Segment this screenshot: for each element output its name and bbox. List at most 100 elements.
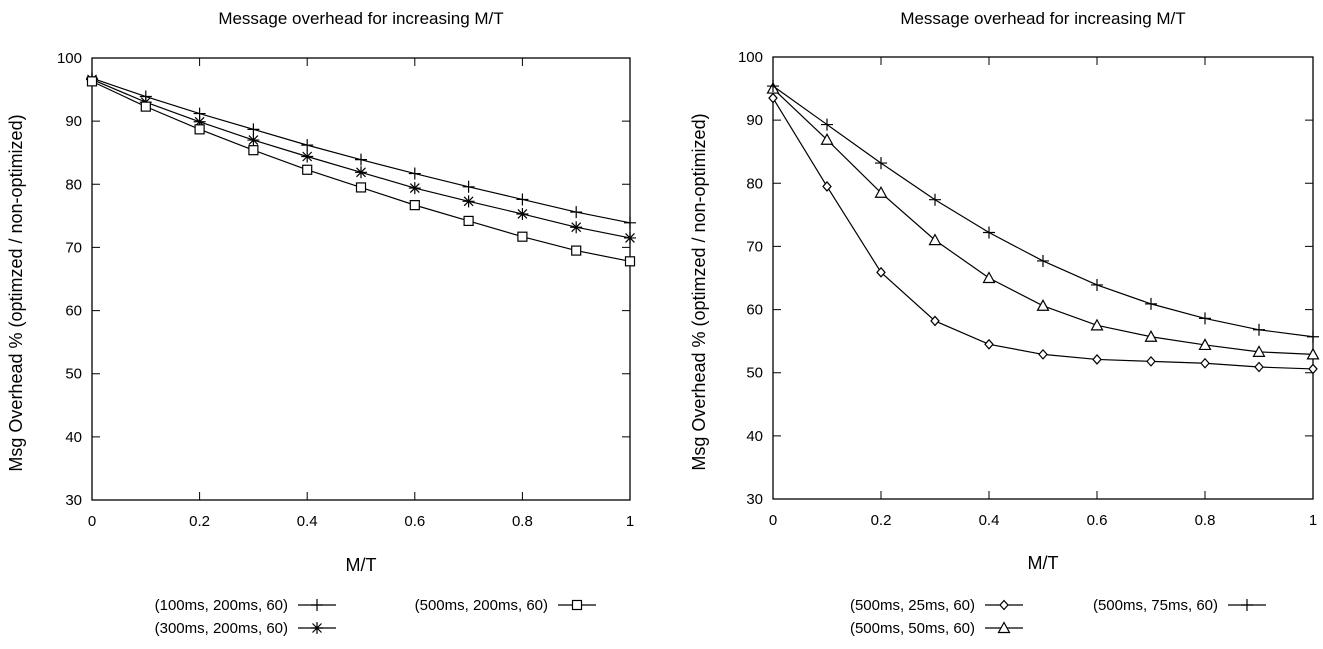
y-tick-label: 100 bbox=[738, 49, 763, 66]
data-point bbox=[1036, 299, 1050, 311]
y-tick-label: 60 bbox=[746, 302, 763, 319]
x-tick-label: 0.8 bbox=[512, 513, 533, 530]
legend-label: (500ms, 25ms, 60) bbox=[850, 597, 975, 614]
legend-marker bbox=[571, 599, 583, 611]
data-point bbox=[463, 215, 474, 227]
data-point bbox=[1253, 323, 1265, 336]
data-point bbox=[1199, 312, 1211, 325]
legend-entry: (500ms, 25ms, 60) bbox=[850, 597, 1023, 614]
y-axis-label: Msg Overhead % (optimzed / non-optimized… bbox=[689, 113, 709, 470]
data-point bbox=[1038, 348, 1048, 360]
data-point bbox=[355, 166, 367, 179]
y-tick-label: 40 bbox=[65, 429, 82, 446]
y-tick-label: 90 bbox=[65, 113, 82, 130]
data-point bbox=[874, 186, 888, 198]
legend-marker bbox=[311, 599, 323, 611]
legend-entry: (500ms, 50ms, 60) bbox=[850, 620, 1023, 637]
legend-entry: (100ms, 200ms, 60) bbox=[155, 597, 336, 614]
data-point bbox=[1146, 355, 1156, 367]
data-point bbox=[1091, 278, 1103, 291]
data-point bbox=[301, 139, 314, 152]
data-point bbox=[1090, 318, 1104, 331]
data-point bbox=[571, 245, 582, 256]
x-axis-label: M/T bbox=[346, 555, 377, 575]
series-line bbox=[772, 97, 1314, 370]
data-point bbox=[1254, 361, 1264, 373]
chart-title: Message overhead for increasing M/T bbox=[218, 9, 503, 28]
legend-marker bbox=[997, 621, 1011, 634]
series-line bbox=[91, 77, 631, 224]
data-point bbox=[302, 164, 313, 175]
series-1 bbox=[86, 72, 636, 229]
data-point bbox=[1308, 363, 1318, 375]
data-point bbox=[930, 315, 940, 327]
series-3 bbox=[767, 80, 1319, 343]
data-point bbox=[820, 132, 834, 145]
legend-marker bbox=[311, 622, 323, 634]
data-point bbox=[767, 80, 779, 93]
series-3 bbox=[86, 76, 636, 267]
x-tick-label: 0 bbox=[769, 512, 777, 529]
data-point bbox=[140, 101, 151, 112]
x-axis-label: M/T bbox=[1028, 553, 1059, 573]
data-point bbox=[928, 233, 942, 246]
legend-marker bbox=[1241, 599, 1253, 611]
legend-entry: (500ms, 200ms, 60) bbox=[415, 597, 596, 614]
data-point bbox=[570, 221, 583, 234]
series-line bbox=[772, 88, 1314, 356]
data-point bbox=[1306, 347, 1320, 360]
data-point bbox=[516, 207, 529, 220]
x-tick-label: 0.4 bbox=[297, 513, 318, 530]
series-2 bbox=[766, 81, 1320, 360]
legend-label: (500ms, 50ms, 60) bbox=[850, 620, 975, 637]
data-point bbox=[822, 181, 832, 192]
x-tick-label: 0.4 bbox=[979, 512, 1000, 529]
data-point bbox=[408, 182, 421, 195]
legend-label: (500ms, 75ms, 60) bbox=[1093, 597, 1218, 614]
legend-entry: (500ms, 75ms, 60) bbox=[1093, 597, 1266, 614]
data-point bbox=[1145, 297, 1157, 310]
y-tick-label: 30 bbox=[65, 492, 82, 509]
series-1 bbox=[768, 92, 1318, 375]
x-tick-label: 0.8 bbox=[1195, 512, 1216, 529]
y-tick-label: 40 bbox=[746, 428, 763, 445]
y-tick-label: 30 bbox=[746, 491, 763, 508]
x-tick-label: 0.2 bbox=[189, 513, 210, 530]
data-point bbox=[982, 271, 996, 284]
data-point bbox=[355, 182, 367, 193]
y-tick-label: 100 bbox=[57, 50, 82, 67]
data-point bbox=[1092, 354, 1102, 365]
legend-label: (100ms, 200ms, 60) bbox=[155, 597, 288, 614]
data-point bbox=[193, 115, 206, 128]
data-point bbox=[355, 153, 367, 166]
data-point bbox=[929, 193, 941, 206]
data-point bbox=[1307, 330, 1319, 343]
data-point bbox=[301, 150, 314, 163]
data-point bbox=[516, 193, 529, 206]
data-point bbox=[983, 226, 995, 239]
y-tick-label: 90 bbox=[746, 112, 763, 129]
data-point bbox=[248, 145, 259, 156]
data-point bbox=[1198, 338, 1212, 351]
data-point bbox=[86, 76, 98, 87]
data-point bbox=[462, 180, 475, 193]
chart-title: Message overhead for increasing M/T bbox=[900, 9, 1185, 28]
y-tick-label: 50 bbox=[746, 365, 763, 382]
y-tick-label: 80 bbox=[65, 176, 82, 193]
data-point bbox=[875, 157, 887, 170]
data-point bbox=[462, 195, 475, 208]
data-point bbox=[517, 231, 528, 242]
y-tick-label: 70 bbox=[746, 238, 763, 255]
data-point bbox=[1252, 345, 1266, 357]
data-point bbox=[624, 231, 636, 244]
data-point bbox=[768, 92, 778, 104]
plot-frame bbox=[772, 56, 1314, 500]
data-point bbox=[1200, 357, 1210, 369]
data-point bbox=[570, 206, 583, 219]
y-tick-label: 60 bbox=[65, 303, 82, 320]
data-point bbox=[1144, 329, 1158, 342]
data-point bbox=[194, 124, 205, 135]
data-point bbox=[876, 266, 886, 278]
x-tick-label: 0.6 bbox=[404, 513, 425, 530]
